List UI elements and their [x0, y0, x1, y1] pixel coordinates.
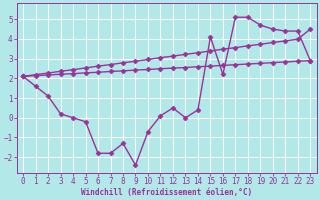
X-axis label: Windchill (Refroidissement éolien,°C): Windchill (Refroidissement éolien,°C)	[81, 188, 252, 197]
